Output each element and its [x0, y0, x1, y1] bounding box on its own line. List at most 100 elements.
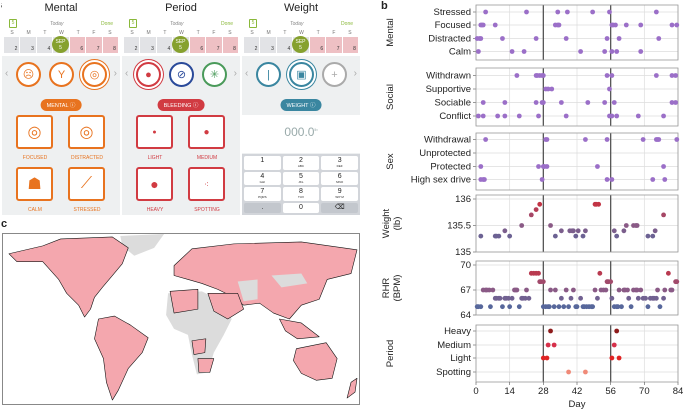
calm-label: CALM: [28, 207, 42, 213]
stressed-tile[interactable]: ⟋: [68, 167, 105, 201]
date-cell[interactable]: 6: [309, 37, 326, 53]
key-2[interactable]: 2 ABC: [282, 156, 320, 170]
date-cell[interactable]: 4: [36, 37, 53, 53]
data-point: [656, 137, 662, 142]
y-tick-label: High sex drive: [411, 175, 471, 186]
key-7[interactable]: 7 PQRS: [244, 187, 281, 201]
weight-category-pill[interactable]: WEIGHT ⓘ: [280, 99, 322, 111]
distracted-tile[interactable]: ◎: [68, 115, 105, 149]
selected-date[interactable]: SEP 5: [172, 36, 189, 53]
panel-frame: [475, 194, 679, 253]
done-button[interactable]: Done: [101, 21, 113, 27]
y-tick-label: 136: [455, 194, 471, 205]
y-group-label: Social: [385, 84, 396, 110]
calendar-icon[interactable]: 5: [129, 19, 137, 28]
key-.[interactable]: .: [244, 202, 281, 213]
key-1[interactable]: 1: [244, 156, 281, 170]
data-point: [614, 328, 620, 334]
key-5[interactable]: 5 JKL: [282, 171, 320, 185]
key-6[interactable]: 6 MNO: [321, 171, 358, 185]
plus-icon[interactable]: +: [322, 62, 347, 87]
data-point: [502, 100, 508, 105]
date-cell[interactable]: 7: [206, 37, 222, 53]
thermometer-icon[interactable]: |: [256, 62, 281, 87]
data-point: [674, 22, 680, 28]
x-tick-label: 56: [605, 386, 616, 397]
light-tile[interactable]: ●: [136, 115, 173, 149]
month-label: SEP: [55, 39, 66, 45]
y-tick-label: Focused: [435, 20, 471, 31]
drop-icon[interactable]: ●: [136, 62, 161, 87]
data-point: [645, 233, 651, 239]
data-point: [548, 328, 553, 334]
chevron-right-icon[interactable]: ›: [113, 68, 117, 79]
date-cell[interactable]: 6: [69, 37, 86, 53]
scale-icon[interactable]: ▣: [289, 62, 314, 87]
person-arms-up-icon[interactable]: Y: [49, 62, 74, 87]
selected-date[interactable]: SEP 5: [292, 36, 309, 53]
chevron-left-icon[interactable]: ‹: [5, 68, 9, 79]
date-cell[interactable]: 2: [124, 37, 140, 53]
data-point: [615, 304, 621, 310]
medium-drop-icon: ●: [203, 126, 210, 138]
key-9[interactable]: 9 WXYZ: [321, 187, 358, 201]
chevron-left-icon[interactable]: ‹: [125, 68, 129, 79]
focused-tile[interactable]: ◎: [16, 115, 53, 149]
date-cell[interactable]: 2: [4, 37, 20, 53]
calendar-icon[interactable]: 5: [9, 19, 17, 28]
data-point: [640, 137, 646, 142]
data-point: [519, 223, 525, 228]
weekday-label: T: [316, 30, 320, 36]
mental-category-pill[interactable]: MENTAL ⓘ: [40, 99, 82, 111]
data-point: [506, 295, 511, 301]
chevron-right-icon[interactable]: ›: [233, 68, 237, 79]
calm-tile[interactable]: ☗: [16, 167, 53, 201]
data-point: [592, 287, 598, 293]
data-point: [574, 304, 580, 310]
medium-tile[interactable]: ●: [188, 115, 225, 149]
key-backspace[interactable]: ⌫: [321, 202, 358, 213]
date-cell[interactable]: 4: [276, 37, 293, 53]
date-cell[interactable]: 8: [102, 37, 118, 53]
done-button[interactable]: Done: [221, 21, 233, 27]
date-cell[interactable]: 8: [342, 37, 358, 53]
weekday-label: F: [92, 30, 96, 36]
data-point: [661, 295, 666, 301]
date-cell[interactable]: 7: [326, 37, 342, 53]
key-3[interactable]: 3 DEF: [321, 156, 358, 170]
data-point: [539, 177, 545, 182]
key-8[interactable]: 8 TUV: [282, 187, 320, 201]
date-cell[interactable]: 7: [86, 37, 102, 53]
sparkle-icon[interactable]: ✳: [202, 62, 227, 87]
data-point: [656, 36, 662, 41]
data-point: [502, 228, 508, 234]
heavy-tile[interactable]: ●: [136, 167, 173, 201]
key-0[interactable]: 0: [282, 202, 320, 213]
date-cell[interactable]: 8: [222, 37, 238, 53]
data-point: [616, 355, 622, 361]
date-cell[interactable]: 6: [189, 37, 206, 53]
data-point: [545, 342, 551, 348]
spotting-tile[interactable]: ⁖: [188, 167, 225, 201]
weight-value[interactable]: 000.0lb: [242, 125, 360, 139]
date-cell[interactable]: 4: [156, 37, 173, 53]
data-point: [611, 228, 617, 234]
y-tick-label: Sociable: [435, 98, 471, 109]
y-tick-label: 67: [460, 285, 471, 296]
selected-date[interactable]: SEP 5: [52, 36, 69, 53]
chevron-left-icon[interactable]: ‹: [245, 68, 249, 79]
date-cell[interactable]: 3: [260, 37, 276, 53]
data-point: [526, 295, 532, 301]
neutral-face-icon[interactable]: ☹: [16, 62, 41, 87]
key-4[interactable]: 4 GHI: [244, 171, 281, 185]
bleeding-category-pill[interactable]: BLEEDING ⓘ: [157, 99, 205, 111]
date-cell[interactable]: 3: [140, 37, 156, 53]
date-cell[interactable]: 2: [244, 37, 260, 53]
date-cell[interactable]: 3: [20, 37, 36, 53]
target-icon[interactable]: ◎: [82, 62, 107, 87]
compass-icon[interactable]: ⊘: [169, 62, 194, 87]
today-label: Today: [170, 21, 184, 27]
calendar-icon[interactable]: 5: [249, 19, 257, 28]
chevron-right-icon[interactable]: ›: [353, 68, 357, 79]
done-button[interactable]: Done: [341, 21, 353, 27]
